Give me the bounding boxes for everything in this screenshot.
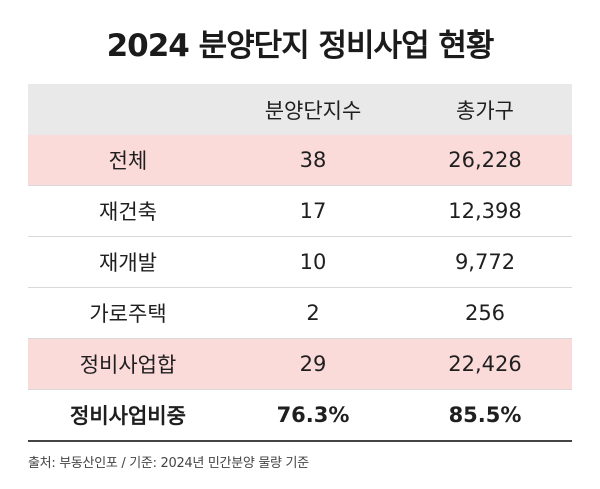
table-row: 재건축 17 12,398 xyxy=(28,185,572,237)
cell-complexes: 29 xyxy=(228,338,398,390)
row-label: 재건축 xyxy=(28,185,228,237)
page-title: 2024 분양단지 정비사업 현황 xyxy=(106,28,495,64)
cell-households: 85.5% xyxy=(398,389,572,442)
row-label: 재개발 xyxy=(28,236,228,288)
cell-complexes: 38 xyxy=(228,135,398,186)
row-label: 정비사업비중 xyxy=(28,389,228,442)
source-note: 출처: 부동산인포 / 기준: 2024년 민간분양 물량 기준 xyxy=(28,456,309,471)
table-row: 가로주택 2 256 xyxy=(28,287,572,339)
cell-complexes: 76.3% xyxy=(228,389,398,442)
row-label: 전체 xyxy=(28,135,228,186)
cell-complexes: 17 xyxy=(228,185,398,237)
table-row: 정비사업합 29 22,426 xyxy=(28,338,572,390)
table-row: 재개발 10 9,772 xyxy=(28,236,572,288)
cell-complexes: 2 xyxy=(228,287,398,339)
table-header-row: 분양단지수 총가구 xyxy=(28,84,572,135)
cell-households: 12,398 xyxy=(398,185,572,237)
row-label: 가로주택 xyxy=(28,287,228,339)
data-table-container: 분양단지수 총가구 전체 38 26,228 재건축 17 12,398 재개발… xyxy=(28,84,572,442)
cell-households: 22,426 xyxy=(398,338,572,390)
cell-households: 26,228 xyxy=(398,135,572,186)
data-table: 분양단지수 총가구 전체 38 26,228 재건축 17 12,398 재개발… xyxy=(28,84,572,442)
table-row: 정비사업비중 76.3% 85.5% xyxy=(28,389,572,442)
cell-complexes: 10 xyxy=(228,236,398,288)
cell-households: 256 xyxy=(398,287,572,339)
header-cell-complexes: 분양단지수 xyxy=(228,84,398,135)
header-cell-households: 총가구 xyxy=(398,84,572,135)
table-row: 전체 38 26,228 xyxy=(28,135,572,186)
header-cell-category xyxy=(28,84,228,135)
row-label: 정비사업합 xyxy=(28,338,228,390)
cell-households: 9,772 xyxy=(398,236,572,288)
